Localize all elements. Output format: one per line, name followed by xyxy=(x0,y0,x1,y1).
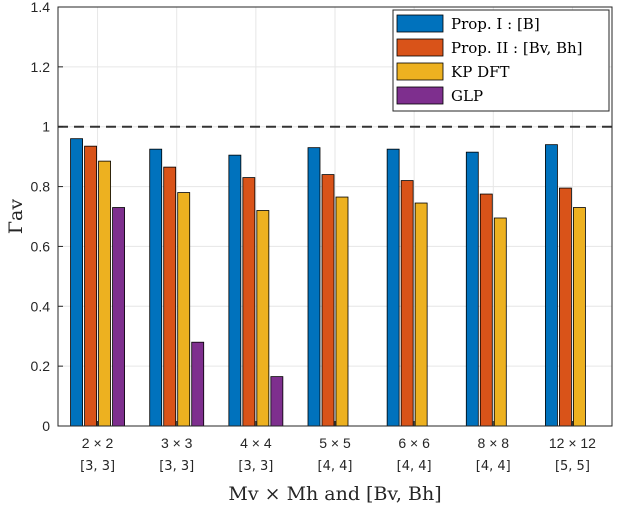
bar-kp-dft xyxy=(256,210,270,427)
bar-prop-ii-bv-bh xyxy=(321,174,335,427)
bar-prop-ii-bv-bh xyxy=(163,166,177,427)
x-tick-label: 5 × 5 xyxy=(319,435,351,451)
bar-prop-ii-bv-bh xyxy=(400,180,414,427)
y-tick-label: 1 xyxy=(42,119,50,135)
y-ticks: 0 0.2 0.4 0.6 0.8 1 1.2 1.4 xyxy=(31,0,63,434)
y-tick-label: 0 xyxy=(42,418,50,434)
y-axis-label: Γav xyxy=(5,199,27,235)
legend-label: Prop. I : [B] xyxy=(451,15,540,33)
legend-label: Prop. II : [Bv, Bh] xyxy=(451,39,583,57)
y-tick-label: 0.8 xyxy=(31,179,51,195)
bar-kp-dft xyxy=(573,207,586,427)
x-ticks: 2 × 2 [3, 3] 3 × 3 [3, 3] 4 × 4 [3, 3] 5 × 5 [4… xyxy=(80,421,596,474)
y-tick-label: 1.2 xyxy=(31,59,51,75)
bar-glp xyxy=(112,207,125,427)
x-tick-sublabel: [5, 5] xyxy=(555,459,590,474)
bar-kp-dft xyxy=(98,160,111,427)
x-tick-label: 12 × 12 xyxy=(549,435,596,451)
legend: Prop. I : [B] Prop. II : [Bv, Bh] KP DFT GL… xyxy=(392,9,610,112)
x-tick-sublabel: [3, 3] xyxy=(80,459,115,474)
bar-kp-dft xyxy=(177,192,191,427)
legend-swatch xyxy=(396,38,444,57)
legend-swatch xyxy=(396,14,444,33)
y-tick-label: 1.4 xyxy=(31,0,51,15)
bar-prop-i-b xyxy=(386,148,400,427)
bar-kp-dft xyxy=(414,202,428,427)
bar-prop-i-b xyxy=(149,148,163,427)
x-tick-sublabel: [3, 3] xyxy=(238,459,273,474)
bar-prop-ii-bv-bh xyxy=(559,187,572,427)
bars xyxy=(70,138,586,427)
bar-prop-ii-bv-bh xyxy=(479,193,493,427)
legend-label: GLP xyxy=(451,87,483,105)
x-tick-sublabel: [3, 3] xyxy=(159,459,194,474)
x-tick-label: 3 × 3 xyxy=(161,435,193,451)
bar-prop-i-b xyxy=(307,147,321,427)
bar-prop-i-b xyxy=(228,154,242,427)
legend-label: KP DFT xyxy=(451,63,510,81)
x-tick-label: 4 × 4 xyxy=(240,435,272,451)
bar-prop-i-b xyxy=(545,144,558,427)
legend-swatch xyxy=(396,62,444,81)
bar-prop-ii-bv-bh xyxy=(84,145,97,427)
bar-glp xyxy=(270,376,284,427)
bar-kp-dft xyxy=(335,196,349,427)
y-tick-label: 0.4 xyxy=(31,298,51,314)
bar-prop-i-b xyxy=(70,138,83,427)
y-tick-label: 0.6 xyxy=(31,238,51,254)
legend-swatch xyxy=(396,86,444,105)
x-tick-label: 2 × 2 xyxy=(82,435,114,451)
bar-prop-ii-bv-bh xyxy=(242,177,256,427)
x-tick-sublabel: [4, 4] xyxy=(476,459,511,474)
x-tick-sublabel: [4, 4] xyxy=(397,459,432,474)
x-tick-label: 8 × 8 xyxy=(478,435,510,451)
bar-glp xyxy=(191,341,205,427)
y-tick-label: 0.2 xyxy=(31,358,51,374)
bar-kp-dft xyxy=(493,217,507,427)
x-tick-sublabel: [4, 4] xyxy=(318,459,353,474)
bar-prop-i-b xyxy=(465,151,479,427)
x-axis-label: Mv × Mh and [Bv, Bh] xyxy=(228,483,441,505)
x-tick-label: 6 × 6 xyxy=(398,435,430,451)
